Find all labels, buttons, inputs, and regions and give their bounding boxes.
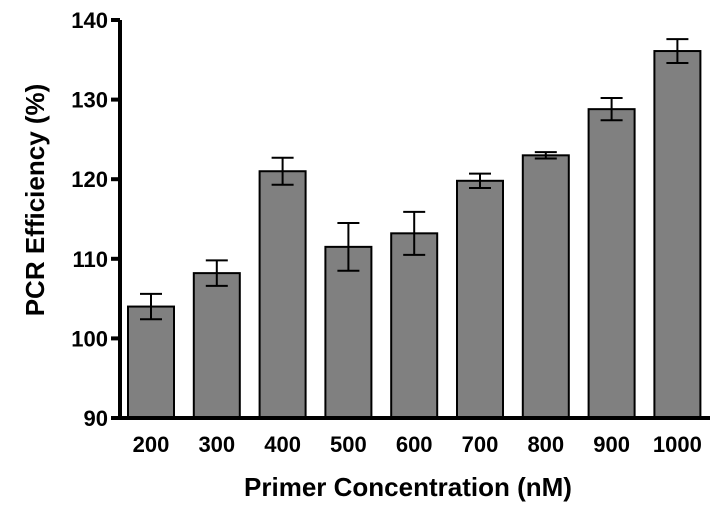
error-bar-400	[271, 156, 294, 186]
bar-200	[127, 305, 175, 419]
x-tick-label-500: 500	[330, 432, 367, 457]
x-tick-label-700: 700	[462, 432, 499, 457]
x-tick-label-1000: 1000	[653, 432, 702, 457]
bar-600	[390, 232, 439, 419]
bar-1000	[653, 50, 702, 419]
x-tick-label-300: 300	[198, 432, 235, 457]
error-bar-500	[337, 221, 360, 272]
x-axis-title: Primer Concentration (nM)	[244, 472, 572, 502]
y-tick-label-120: 120	[71, 167, 108, 192]
y-axis-title: PCR Efficiency (%)	[20, 84, 50, 317]
error-bar-900	[600, 97, 623, 122]
x-tick-label-800: 800	[527, 432, 564, 457]
axes-layer	[111, 18, 710, 420]
bar-700	[456, 179, 504, 419]
error-bar-700	[469, 172, 491, 189]
x-tick-label-900: 900	[593, 432, 630, 457]
x-tick-label-600: 600	[396, 432, 433, 457]
error-bar-200	[140, 292, 162, 321]
bar-900	[587, 108, 636, 419]
bar-400	[258, 170, 307, 419]
bar-300	[192, 272, 241, 419]
y-tick-label-90: 90	[84, 406, 108, 431]
bar-500	[324, 245, 373, 419]
error-bar-600	[403, 210, 426, 256]
error-bar-300	[205, 259, 228, 287]
y-tick-label-140: 140	[71, 8, 108, 33]
bars-layer	[127, 38, 702, 419]
bar-800	[521, 154, 570, 419]
y-tick-label-100: 100	[71, 326, 108, 351]
x-tick-label-400: 400	[264, 432, 301, 457]
error-bar-800	[534, 151, 557, 160]
labels-layer: 200 300 400 500 600 700 800 900 1000 90 100 110 120 1…	[71, 8, 702, 457]
x-tick-label-200: 200	[133, 432, 170, 457]
error-bar-1000	[666, 38, 689, 64]
y-tick-label-130: 130	[71, 88, 108, 113]
y-tick-label-110: 110	[73, 247, 109, 272]
